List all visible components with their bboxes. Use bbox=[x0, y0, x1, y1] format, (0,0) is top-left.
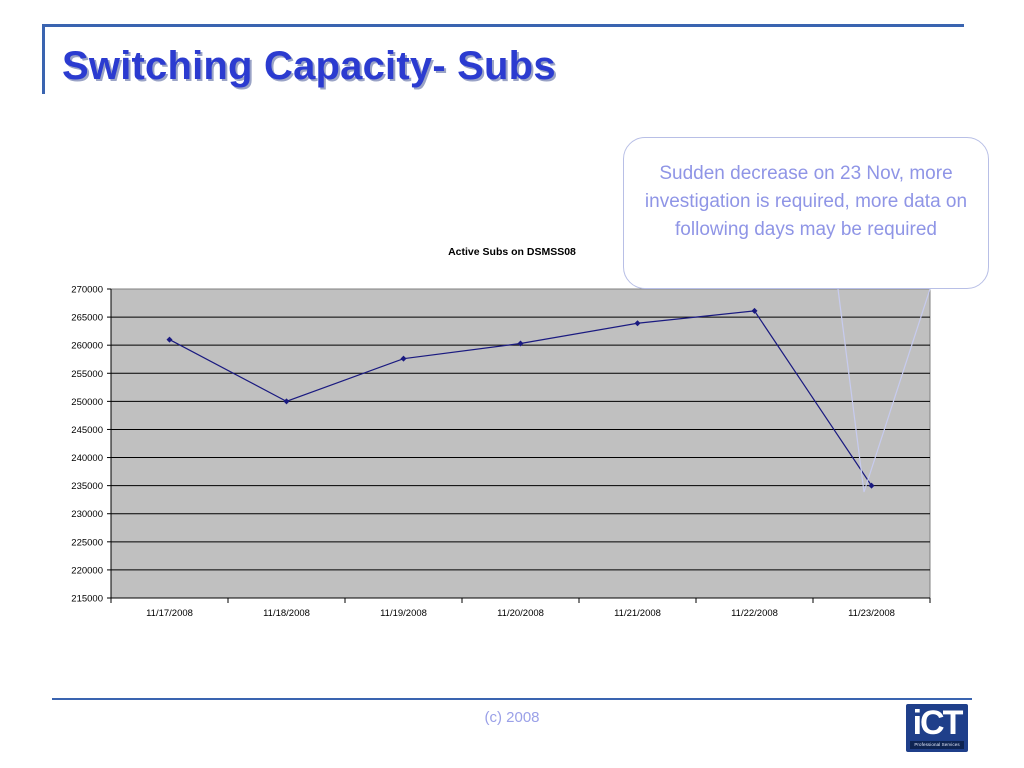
callout-text: Sudden decrease on 23 Nov, more investig… bbox=[644, 163, 968, 240]
data-point bbox=[166, 336, 173, 343]
data-point bbox=[283, 398, 290, 405]
y-tick-label: 245000 bbox=[71, 425, 103, 436]
data-point bbox=[517, 340, 524, 347]
callout-box: Sudden decrease on 23 Nov, more investig… bbox=[623, 137, 989, 289]
footer-copyright: (c) 2008 bbox=[484, 709, 540, 726]
logo-wordmark: iCT bbox=[912, 704, 964, 742]
x-tick-label: 11/17/2008 bbox=[146, 608, 193, 619]
data-point bbox=[868, 482, 875, 489]
y-tick-label: 235000 bbox=[71, 481, 103, 492]
x-tick-label: 11/21/2008 bbox=[614, 608, 661, 619]
y-axis: 270000 265000 260000 255000 250000 245000 2400… bbox=[71, 285, 112, 605]
x-axis: 11/17/2008 11/18/2008 11/19/2008 11/20/2008… bbox=[110, 597, 931, 619]
data-point bbox=[400, 355, 407, 362]
header-left-rule bbox=[42, 26, 45, 94]
y-tick-label: 220000 bbox=[71, 565, 103, 576]
company-logo: iCT Professional Services bbox=[906, 704, 968, 752]
x-tick-label: 11/22/2008 bbox=[731, 608, 778, 619]
y-tick-label: 225000 bbox=[71, 537, 103, 548]
data-point bbox=[751, 307, 758, 314]
y-tick-label: 255000 bbox=[71, 369, 103, 380]
footer-rule bbox=[52, 698, 972, 700]
data-point bbox=[634, 320, 641, 327]
y-tick-label: 215000 bbox=[71, 594, 103, 605]
x-tick-label: 11/18/2008 bbox=[263, 608, 310, 619]
callout-pointer bbox=[837, 288, 931, 493]
x-tick-label: 11/19/2008 bbox=[380, 608, 427, 619]
y-tick-label: 265000 bbox=[71, 313, 103, 324]
y-tick-label: 250000 bbox=[71, 397, 103, 408]
y-tick-label: 230000 bbox=[71, 509, 103, 520]
slide-title: Switching Capacity- Subs bbox=[62, 44, 556, 88]
x-tick-label: 11/23/2008 bbox=[848, 608, 895, 619]
y-tick-label: 240000 bbox=[71, 453, 103, 464]
header-top-rule bbox=[42, 24, 964, 27]
y-tick-label: 260000 bbox=[71, 341, 103, 352]
series-group bbox=[166, 307, 875, 489]
x-tick-label: 11/20/2008 bbox=[497, 608, 544, 619]
y-tick-label: 270000 bbox=[71, 285, 103, 296]
chart-title: Active Subs on DSMSS08 bbox=[448, 246, 576, 258]
logo-tagline: Professional Services bbox=[910, 741, 964, 749]
plot-area bbox=[110, 288, 931, 599]
